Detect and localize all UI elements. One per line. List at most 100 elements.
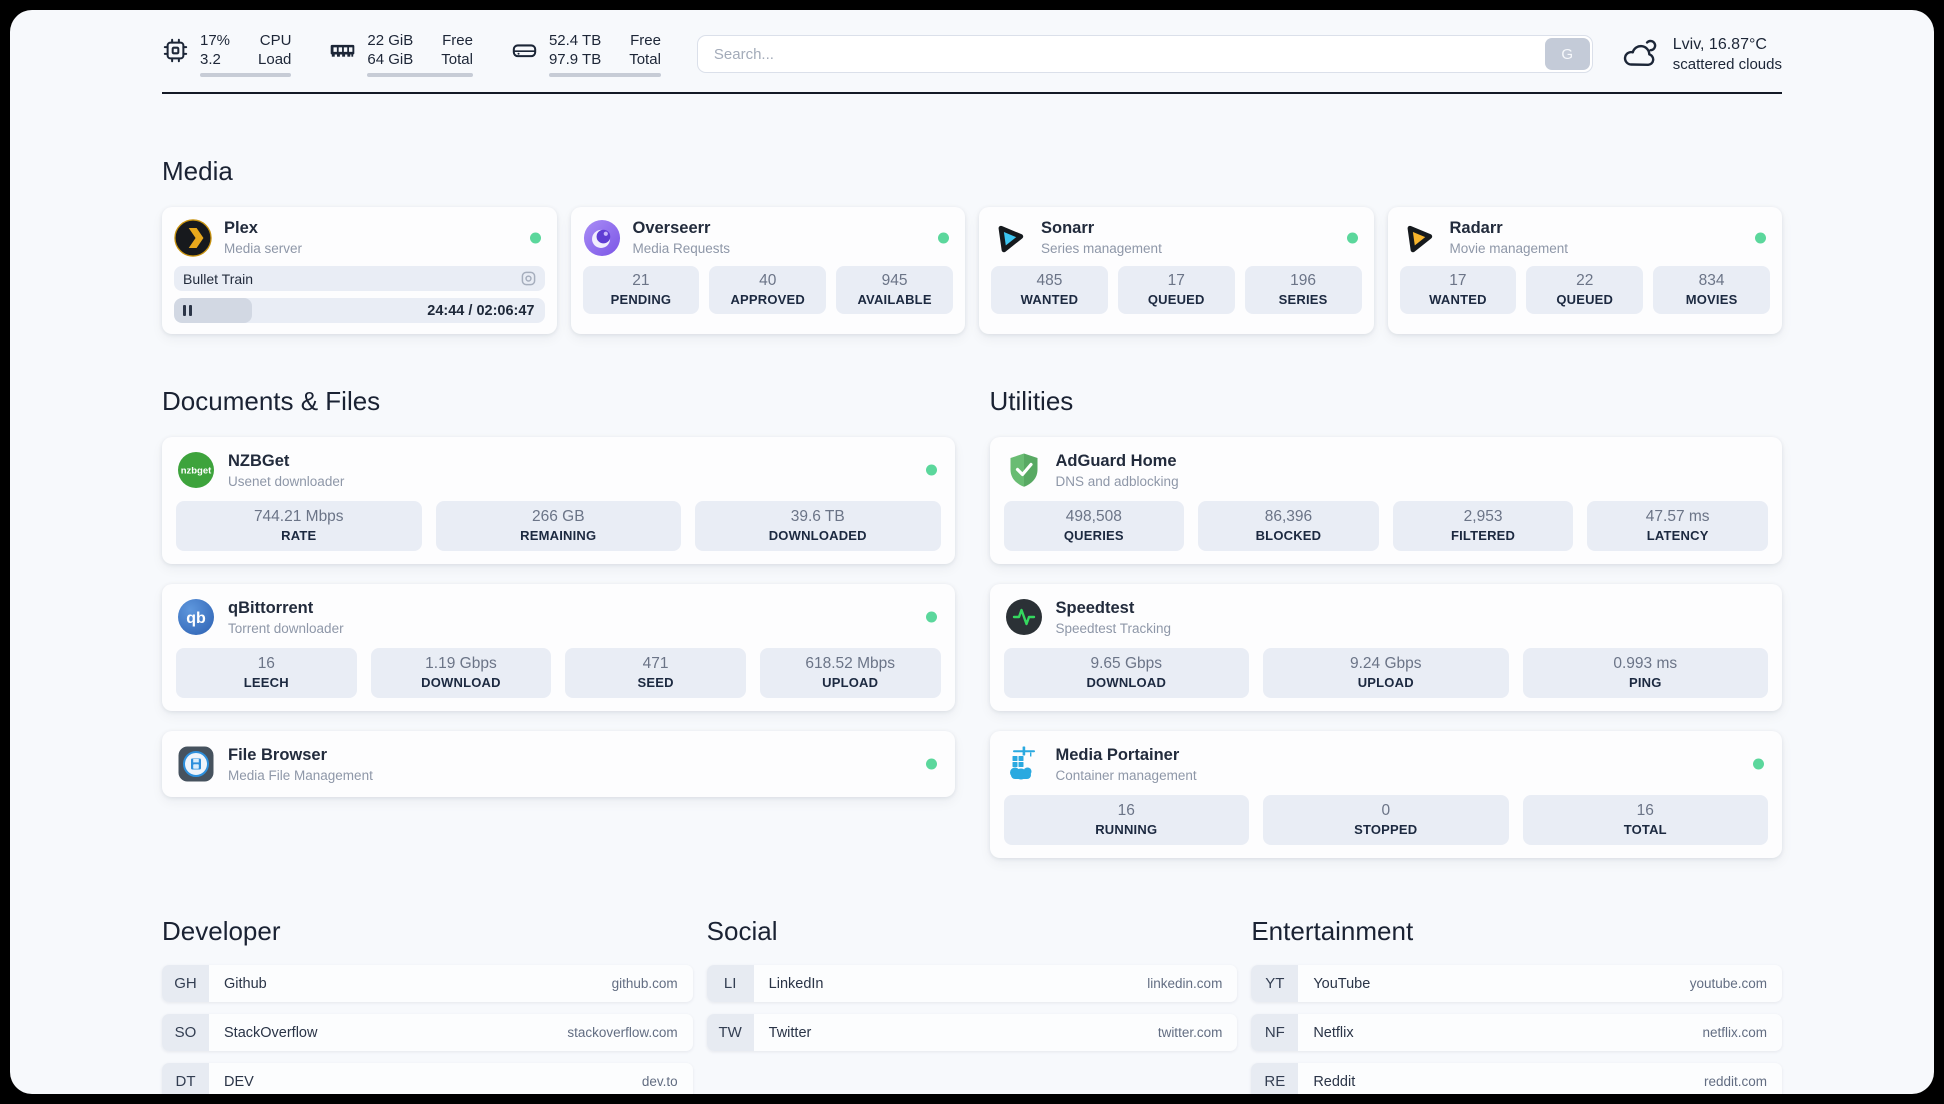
- service-title: qBittorrent: [228, 598, 314, 617]
- service-subtitle: Series management: [1041, 241, 1162, 256]
- bookmark-name: LinkedIn: [768, 975, 824, 992]
- status-dot: [1346, 232, 1358, 243]
- bookmark-group-social: Social LI LinkedIn linkedin.com TW Twitt…: [706, 916, 1238, 1094]
- memory-total-value: 64 GiB: [367, 51, 414, 68]
- service-card-portainer[interactable]: Media Portainer Container management 16 …: [989, 731, 1782, 858]
- service-card-sonarr[interactable]: Sonarr Series management 485 WANTED 17 Q…: [979, 207, 1374, 334]
- stat-upload: 9.24 Gbps UPLOAD: [1263, 648, 1509, 698]
- section-utilities: Utilities AdGuard Home DNS and adb: [989, 386, 1782, 858]
- bookmark-name: StackOverflow: [224, 1024, 318, 1041]
- service-card-overseerr[interactable]: Overseerr Media Requests 21 PENDING 40 A…: [570, 207, 965, 334]
- stat-downloaded: 39.6 TB DOWNLOADED: [695, 501, 941, 551]
- bookmark-url: twitter.com: [1157, 1025, 1223, 1040]
- service-title: NZBGet: [228, 451, 290, 470]
- cpu-chip-icon: [163, 38, 188, 63]
- service-card-speedtest[interactable]: Speedtest Speedtest Tracking 9.65 Gbps D…: [989, 584, 1782, 711]
- stat-queries: 498,508 QUERIES: [1003, 501, 1185, 551]
- dashboard-page: 17% CPU 3.2 Load 22 GiB Free 64 GiB Tota…: [10, 10, 1934, 1094]
- service-title: Overseerr: [632, 219, 711, 237]
- bookmark-reddit[interactable]: RE Reddit reddit.com: [1251, 1063, 1782, 1094]
- stat-pending: 21 PENDING: [582, 266, 700, 314]
- now-playing-row[interactable]: Bullet Train: [174, 266, 545, 291]
- stat-upload: 618.52 Mbps UPLOAD: [759, 648, 941, 698]
- pause-icon: [183, 305, 186, 316]
- service-card-adguard[interactable]: AdGuard Home DNS and adblocking 498,508 …: [989, 437, 1782, 564]
- bookmark-youtube[interactable]: YT YouTube youtube.com: [1251, 965, 1782, 1002]
- bookmark-name: DEV: [224, 1073, 254, 1090]
- stat-rate: 744.21 Mbps RATE: [176, 501, 422, 551]
- stat-approved: 40 APPROVED: [709, 266, 827, 314]
- service-card-plex[interactable]: Plex Media server Bullet Train: [162, 207, 557, 334]
- disk-total-label: Total: [629, 51, 661, 68]
- stat-movies: 834 MOVIES: [1653, 266, 1770, 314]
- status-dot: [529, 232, 541, 243]
- stat-seed: 471 SEED: [565, 648, 746, 698]
- bookmark-name: YouTube: [1313, 975, 1371, 992]
- section-title-media: Media: [162, 156, 233, 186]
- weather-condition: scattered clouds: [1672, 56, 1782, 73]
- disk-free-label: Free: [630, 32, 661, 49]
- bookmark-dev[interactable]: DT DEV dev.to: [162, 1063, 693, 1094]
- adguard-icon: [1010, 453, 1037, 487]
- section-title-entertainment: Entertainment: [1251, 916, 1414, 946]
- bookmark-twitter[interactable]: TW Twitter twitter.com: [706, 1014, 1238, 1051]
- bookmark-netflix[interactable]: NF Netflix netflix.com: [1251, 1014, 1782, 1051]
- cpu-load-value: 3.2: [200, 51, 221, 68]
- service-subtitle: Media server: [224, 241, 303, 256]
- memory-free-label: Free: [442, 32, 473, 49]
- service-title: Sonarr: [1041, 219, 1095, 237]
- bookmark-abbr: LI: [706, 965, 754, 1002]
- disk-widget: 52.4 TB Free 97.9 TB Total: [511, 31, 661, 77]
- stat-remaining: 266 GB REMAINING: [435, 501, 681, 551]
- bookmark-github[interactable]: GH Github github.com: [162, 965, 693, 1002]
- stat-total: 16 TOTAL: [1522, 795, 1768, 845]
- playback-progress-bar[interactable]: 24:44 / 02:06:47: [174, 298, 545, 323]
- service-card-qbittorrent[interactable]: qb qBittorrent Torrent downloader 16 LEE…: [162, 584, 955, 711]
- section-documents: Documents & Files nzbget NZBGet Usenet d…: [162, 386, 955, 858]
- search-input[interactable]: [696, 35, 1593, 73]
- filebrowser-icon: [178, 746, 214, 782]
- top-bar: 17% CPU 3.2 Load 22 GiB Free 64 GiB Tota…: [162, 31, 1782, 77]
- section-title-utilities: Utilities: [989, 386, 1074, 416]
- google-search-button-label: G: [1561, 45, 1574, 63]
- bookmark-name: Github: [224, 975, 267, 992]
- stat-available: 945 AVAILABLE: [836, 266, 953, 314]
- qbittorrent-icon: qb: [178, 599, 214, 635]
- bookmark-linkedin[interactable]: LI LinkedIn linkedin.com: [706, 965, 1238, 1002]
- bookmark-stackoverflow[interactable]: SO StackOverflow stackoverflow.com: [162, 1014, 693, 1051]
- sonarr-icon: [998, 225, 1024, 252]
- memory-total-label: Total: [441, 51, 473, 68]
- stat-running: 16 RUNNING: [1003, 795, 1249, 845]
- stat-wanted: 17 WANTED: [1399, 266, 1517, 314]
- stat-stopped: 0 STOPPED: [1263, 795, 1509, 845]
- bookmark-name: Twitter: [768, 1024, 812, 1041]
- bookmark-url: netflix.com: [1702, 1025, 1767, 1040]
- google-search-button[interactable]: G: [1544, 38, 1590, 70]
- bookmark-group-entertainment: Entertainment YT YouTube youtube.com NF …: [1251, 916, 1782, 1094]
- memory-widget: 22 GiB Free 64 GiB Total: [329, 31, 473, 77]
- overseerr-icon: [583, 219, 620, 256]
- playback-progress-fill: [174, 298, 252, 323]
- service-card-radarr[interactable]: Radarr Movie management 17 WANTED 22 QUE…: [1387, 207, 1782, 334]
- playback-time: 24:44 / 02:06:47: [427, 302, 535, 319]
- service-title: Speedtest: [1055, 598, 1135, 617]
- svg-text:qb: qb: [186, 610, 206, 627]
- memory-progress-bar: [367, 73, 473, 77]
- service-subtitle: Movie management: [1449, 241, 1569, 256]
- memory-free-value: 22 GiB: [367, 32, 414, 49]
- stat-download: 1.19 Gbps DOWNLOAD: [370, 648, 552, 698]
- section-title-social: Social: [706, 916, 778, 946]
- service-title: Media Portainer: [1055, 745, 1180, 764]
- service-card-nzbget[interactable]: nzbget NZBGet Usenet downloader 744.21 M…: [162, 437, 955, 564]
- plex-icon: [174, 218, 212, 257]
- cpu-usage-value: 17%: [200, 32, 231, 49]
- bookmark-abbr: TW: [706, 1014, 754, 1051]
- service-title: Plex: [224, 219, 258, 237]
- bookmark-name: Reddit: [1313, 1073, 1356, 1090]
- status-dot: [925, 464, 937, 476]
- search-box: G: [696, 35, 1593, 73]
- service-subtitle: Speedtest Tracking: [1055, 620, 1172, 636]
- service-card-filebrowser[interactable]: File Browser Media File Management: [162, 731, 955, 797]
- cloud-icon: [1623, 39, 1657, 66]
- status-dot: [925, 611, 937, 623]
